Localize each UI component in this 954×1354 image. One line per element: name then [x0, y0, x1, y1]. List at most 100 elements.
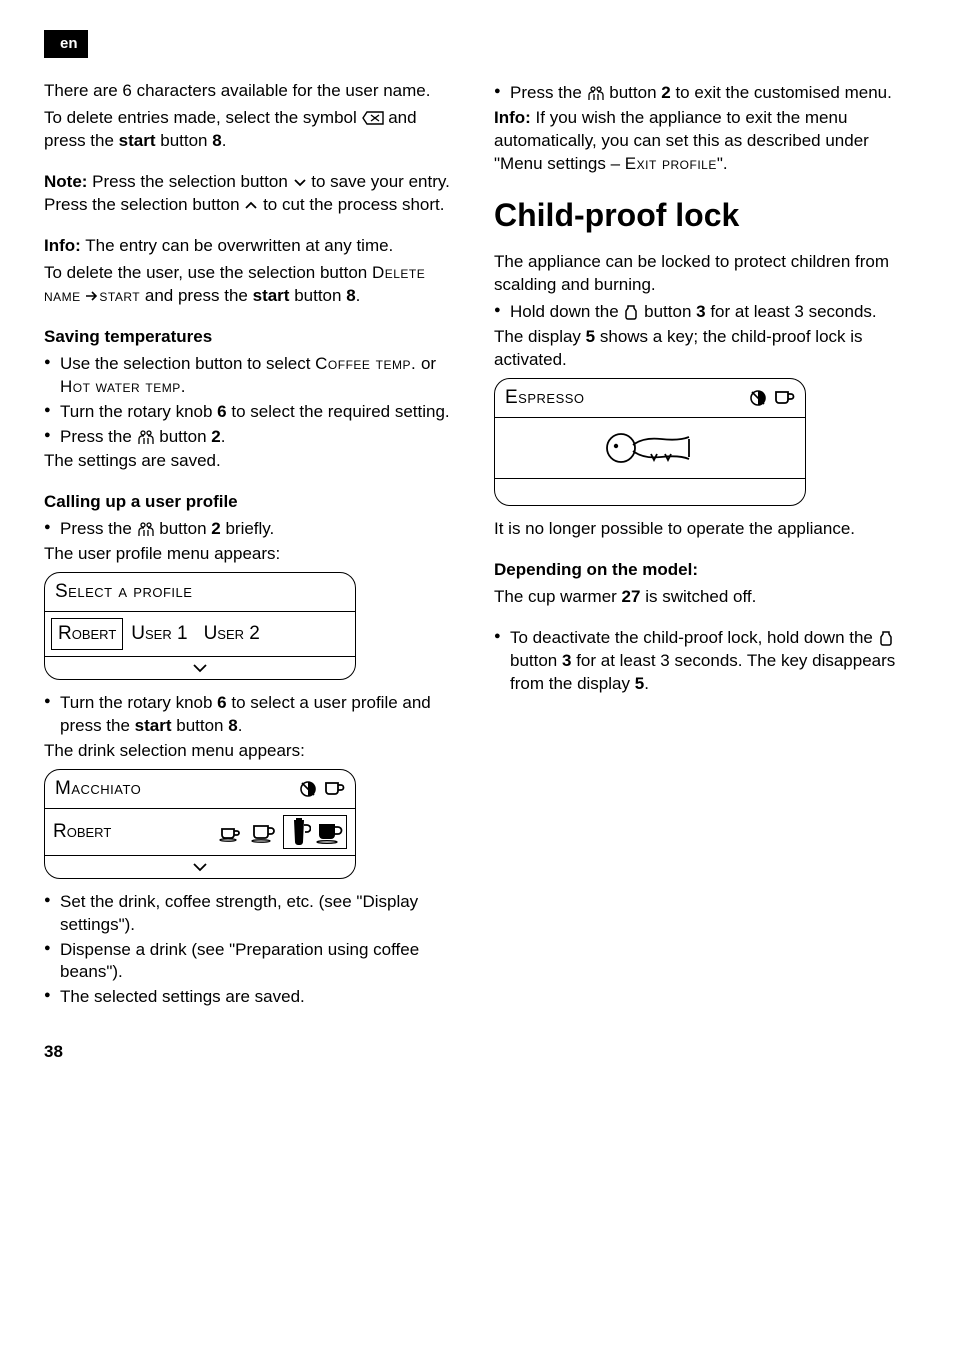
selected-cups-box [283, 815, 347, 849]
text: To delete entries made, select the symbo… [44, 108, 362, 127]
text: button [639, 302, 696, 321]
button-number: 8 [346, 286, 355, 305]
text: Press the [510, 83, 587, 102]
panel-arrow-row [45, 657, 355, 679]
arrow-right-icon [85, 290, 99, 302]
text: Press the selection button [87, 172, 292, 191]
text: Hold down the [510, 302, 623, 321]
medium-cup-icon [249, 820, 277, 844]
profile-option: User 1 [131, 621, 187, 647]
text: is switched off. [640, 587, 756, 606]
panel-title: Espresso [505, 385, 585, 411]
display-panel-lock: Espresso [494, 378, 806, 506]
text: . [221, 427, 226, 446]
after-panel1-list: Turn the rotary knob 6 to select a user … [44, 692, 460, 738]
display-panel-drink: Macchiato Robert [44, 769, 356, 879]
panel-drink-row: Robert [45, 809, 355, 856]
right-column: Press the button 2 to exit the customise… [494, 80, 910, 1011]
profile-icon [587, 85, 605, 101]
list-item: Turn the rotary knob 6 to select a user … [44, 692, 460, 738]
button-number: 2 [211, 519, 220, 538]
language-badge: en [44, 30, 88, 58]
text: button [156, 131, 213, 150]
text: briefly. [221, 519, 275, 538]
key-icon [595, 427, 705, 469]
lock-list-2: To deactivate the child-proof lock, hold… [494, 627, 910, 696]
button-number: 2 [211, 427, 220, 446]
button-number: 8 [212, 131, 221, 150]
lock-list-1: Hold down the button 3 for at least 3 se… [494, 301, 910, 324]
text: The display [494, 327, 586, 346]
button-number: 3 [696, 302, 705, 321]
text: Press the [60, 519, 137, 538]
text: button [605, 83, 662, 102]
list-item: To deactivate the child-proof lock, hold… [494, 627, 910, 696]
list-item: The selected settings are saved. [44, 986, 460, 1009]
intro-block: There are 6 characters available for the… [44, 80, 460, 153]
text: The entry can be overwritten at any time… [81, 236, 393, 255]
smallcaps-text: Coffee temp. [315, 354, 416, 373]
smallcaps-text: Exit profile [625, 154, 717, 173]
list-item: Set the drink, coffee strength, etc. (se… [44, 891, 460, 937]
delete-user-line: To delete the user, use the selection bu… [44, 262, 460, 308]
panel-profiles-row: Robert User 1 User 2 [45, 612, 355, 657]
text: Turn the rotary knob [60, 693, 217, 712]
start-label: start [119, 131, 156, 150]
intro-line-1: There are 6 characters available for the… [44, 80, 460, 103]
knob-number: 6 [217, 693, 226, 712]
panel-title-row: Macchiato [45, 770, 355, 809]
top-right-list: Press the button 2 to exit the customise… [494, 82, 910, 105]
chevron-down-icon [293, 178, 307, 188]
text: to cut the process short. [258, 195, 444, 214]
text: Use the selection button to select [60, 354, 315, 373]
panel-title: Macchiato [55, 776, 141, 802]
subsection-heading: Depending on the model: [494, 560, 698, 579]
strength-icon [749, 389, 767, 407]
text: to exit the customised menu. [671, 83, 892, 102]
start-label: start [253, 286, 290, 305]
info-label: Info: [44, 236, 81, 255]
list-item: Turn the rotary knob 6 to select the req… [44, 401, 460, 424]
section-heading: Child-proof lock [494, 194, 910, 237]
text: ". [717, 154, 728, 173]
panel-arrow-row [45, 856, 355, 878]
milk-icon [878, 630, 894, 646]
smallcaps-text: start [99, 286, 140, 305]
paragraph: The appliance can be locked to protect c… [494, 251, 910, 297]
text: The cup warmer [494, 587, 622, 606]
text: button [289, 286, 346, 305]
info-block: Info: The entry can be overwritten at an… [44, 235, 460, 308]
small-cup-icon [217, 821, 243, 843]
profile-icon [137, 429, 155, 445]
button-number: 8 [228, 716, 237, 735]
paragraph: The display 5 shows a key; the child-pro… [494, 326, 910, 372]
text: . [222, 131, 227, 150]
list-item: Hold down the button 3 for at least 3 se… [494, 301, 910, 324]
chevron-up-icon [244, 201, 258, 211]
page-number: 38 [44, 1041, 910, 1064]
text: button [172, 716, 229, 735]
text: for at least 3 seconds. [706, 302, 877, 321]
text: button [510, 651, 562, 670]
text: or [416, 354, 436, 373]
text: To delete the user, use the selection bu… [44, 263, 372, 282]
note-label: Note: [44, 172, 87, 191]
text: To deactivate the child-proof lock, hold… [510, 628, 878, 647]
trailing-text: The settings are saved. [44, 450, 460, 473]
note-block: Note: Press the selection button to save… [44, 171, 460, 217]
cup-outline-icon [323, 780, 345, 798]
text: Turn the rotary knob [60, 402, 217, 421]
display-number: 5 [635, 674, 644, 693]
list-item: Use the selection button to select Coffe… [44, 353, 460, 399]
chevron-down-icon [191, 662, 209, 674]
strength-icon [299, 780, 317, 798]
tail-list: Set the drink, coffee strength, etc. (se… [44, 891, 460, 1010]
display-panel-profiles: Select a profile Robert User 1 User 2 [44, 572, 356, 680]
paragraph: It is no longer possible to operate the … [494, 518, 910, 541]
text: button [155, 519, 212, 538]
panel-key-row [495, 418, 805, 479]
trailing-text: The drink selection menu appears: [44, 740, 460, 763]
milk-icon [623, 304, 639, 320]
list-item: Dispense a drink (see "Preparation using… [44, 939, 460, 985]
list-item: Press the button 2 briefly. [44, 518, 460, 541]
